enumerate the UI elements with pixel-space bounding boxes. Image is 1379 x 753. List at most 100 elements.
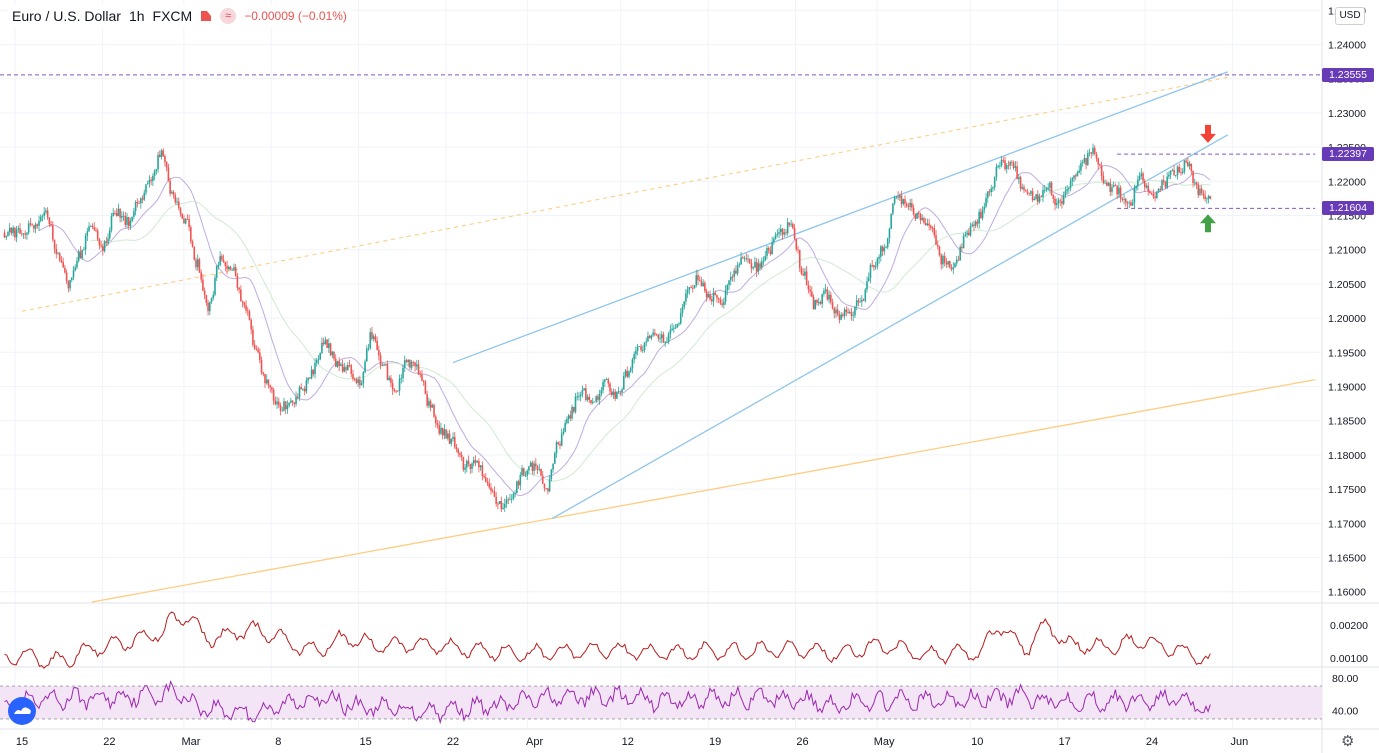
candle <box>57 251 59 255</box>
wave-icon[interactable]: ≈ <box>220 8 237 24</box>
candle-body <box>1193 182 1196 184</box>
candle <box>69 279 71 292</box>
candle <box>947 260 949 268</box>
candle-body <box>1057 200 1060 204</box>
candle <box>93 222 96 232</box>
candle <box>24 230 27 239</box>
tradingview-logo[interactable] <box>8 697 36 725</box>
interval[interactable]: 1h <box>128 8 145 24</box>
candle-body <box>108 230 111 239</box>
candle-body <box>947 261 949 265</box>
candle-body <box>310 369 313 379</box>
candle-body <box>1028 193 1030 195</box>
candle-body <box>931 227 934 229</box>
candle-body <box>379 355 382 366</box>
candle <box>1033 196 1036 201</box>
candle-body <box>560 433 563 446</box>
candle-body <box>719 299 722 304</box>
currency-badge[interactable]: USD <box>1335 7 1365 25</box>
candle <box>562 427 565 436</box>
candle-body <box>847 311 849 314</box>
candle <box>981 206 984 221</box>
candle-body <box>581 389 584 395</box>
candle <box>679 308 682 325</box>
candle <box>938 245 941 257</box>
candle <box>779 224 782 236</box>
candle-body <box>735 270 737 274</box>
candle-body <box>700 281 703 287</box>
candle-body <box>265 379 268 384</box>
candle-body <box>623 376 625 390</box>
candle <box>943 252 946 267</box>
symbol-name[interactable]: Euro / U.S. Dollar <box>12 8 121 24</box>
candle-body <box>935 235 937 245</box>
candle <box>338 357 340 372</box>
candle-body <box>517 481 520 486</box>
candle <box>1130 199 1132 207</box>
candle-body <box>162 150 165 156</box>
candle-body <box>193 246 196 260</box>
candle-body <box>892 203 894 214</box>
candle-body <box>855 300 858 307</box>
gear-icon[interactable]: ⚙ <box>1341 733 1355 750</box>
candle-body <box>95 229 97 231</box>
candle <box>181 213 183 220</box>
candle <box>274 396 277 406</box>
candle-body <box>633 354 635 360</box>
candle-body <box>1062 195 1065 204</box>
candle-body <box>678 323 680 325</box>
candle-body <box>805 271 808 286</box>
candle-body <box>174 195 177 203</box>
candle <box>500 496 503 513</box>
candle-body <box>605 379 608 380</box>
candle-body <box>664 341 666 343</box>
candle-body <box>207 302 209 312</box>
candle <box>210 297 213 305</box>
atr-tick-label: 0.00100 <box>1330 653 1368 665</box>
candle <box>115 208 118 217</box>
candle <box>1050 181 1053 196</box>
candle-body <box>1052 195 1055 199</box>
candle-body <box>322 342 325 345</box>
candle-body <box>1090 152 1093 154</box>
candle <box>15 225 18 243</box>
candle-body <box>811 291 813 297</box>
candle <box>333 351 335 361</box>
candle-body <box>1019 177 1022 189</box>
candle <box>859 297 861 303</box>
candle <box>212 290 215 301</box>
candle-body <box>7 232 9 236</box>
candle <box>1066 184 1068 195</box>
candle-body <box>536 466 539 470</box>
candle-body <box>493 491 496 497</box>
candle-body <box>1114 185 1117 187</box>
candle <box>224 261 227 272</box>
candle <box>895 195 898 200</box>
candle <box>1204 190 1206 202</box>
candle <box>193 246 196 261</box>
candle-body <box>1202 193 1205 196</box>
candle-body <box>769 250 772 255</box>
candle <box>234 263 237 277</box>
candle <box>296 393 299 400</box>
candle-body <box>400 377 403 379</box>
candle <box>252 325 254 347</box>
flag-icon[interactable] <box>200 10 212 22</box>
candle-body <box>1140 173 1143 176</box>
candle-body <box>119 208 121 218</box>
candle-body <box>959 246 961 261</box>
candle-body <box>1209 196 1212 199</box>
candle <box>629 366 632 373</box>
candle <box>1107 181 1110 187</box>
candle-body <box>590 400 592 403</box>
candle <box>241 300 244 308</box>
candle <box>536 464 539 475</box>
candle <box>657 333 660 342</box>
candle-body <box>217 265 220 267</box>
candle-body <box>1137 179 1139 187</box>
candle-body <box>704 282 706 292</box>
candle <box>1157 188 1160 194</box>
candle-body <box>96 230 99 240</box>
candle-body <box>659 338 661 339</box>
